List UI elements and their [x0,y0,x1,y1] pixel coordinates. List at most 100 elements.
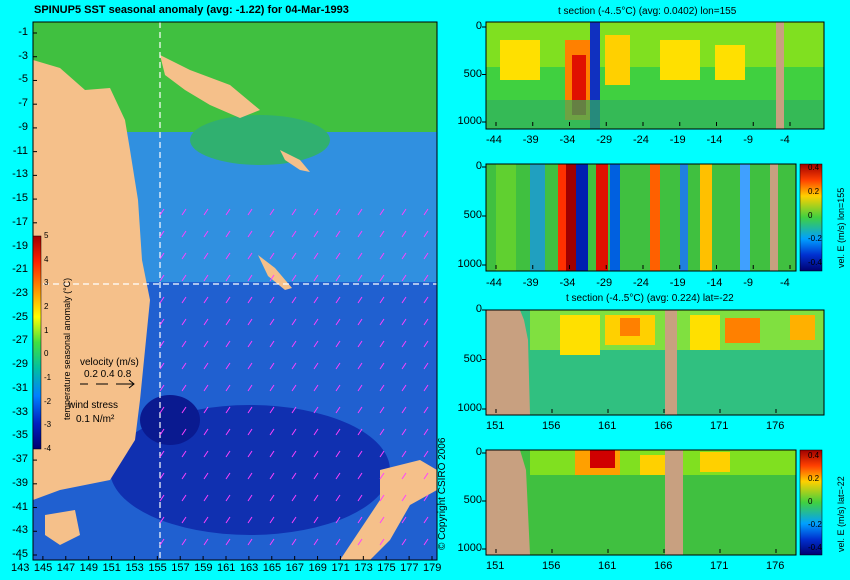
wind-arrow [335,384,341,392]
wind-arrow [159,208,165,216]
wind-arrow [291,384,297,392]
wind-arrow [423,340,429,348]
wind-arrow [423,472,429,480]
map-lon-label: 159 [194,562,213,574]
wind-arrow [247,494,253,502]
map-lat-label: -35 [12,429,28,442]
wind-arrow [181,362,187,370]
map-lat-label: -43 [12,524,28,537]
panel2-x-label: -14 [706,277,723,289]
wind-arrow [379,516,385,524]
wind-arrow [379,230,385,238]
panel2-colorbar-tick: 0 [808,210,813,220]
panel2-colorbar-tick: 0.4 [808,163,820,172]
wind-arrow [159,296,165,304]
wind-arrow [401,318,407,326]
wind-arrow [269,472,275,480]
wind-arrow [423,230,429,238]
wind-arrow [401,516,407,524]
map-lon-label: 179 [423,562,442,574]
wind-arrow [357,340,363,348]
panel4-colorbar-tick: 0.4 [808,451,820,460]
panel2-tick-marks [482,166,791,269]
map-green-patch [190,115,330,165]
wind-arrow [203,340,209,348]
wind-arrow [247,472,253,480]
wind-arrow [247,362,253,370]
wind-arrow [247,252,253,260]
wind-arrow [401,384,407,392]
wind-arrow [335,340,341,348]
panel2-velocity-section-lon155 [485,163,823,272]
wind-arrow [225,362,231,370]
panel3-x-label: 176 [766,420,785,432]
panel4-x-label: 176 [766,560,785,572]
panel2-x-label: -34 [559,277,576,289]
map-lon-label: 173 [354,562,373,574]
wind-arrow [247,516,253,524]
panel4-x-label: 161 [598,560,617,572]
panel2-x-label: -39 [522,277,539,289]
wind-arrow [379,406,385,414]
panel4-tick-marks [482,452,777,553]
wind-arrow [159,274,165,282]
wind-arrow [159,252,165,260]
wind-arrow [203,406,209,414]
wind-arrow [247,340,253,348]
wind-arrow [379,274,385,282]
wind-arrow [181,384,187,392]
wind-arrow [203,252,209,260]
map-lat-label: -23 [12,287,28,299]
wind-arrow [181,340,187,348]
wind-arrow [225,472,231,480]
wind-arrow [269,538,275,546]
wind-arrow [159,340,165,348]
wind-arrow [225,274,231,282]
wind-arrow [357,472,363,480]
map-lon-label: 163 [239,562,259,574]
wind-arrow [401,340,407,348]
panel3-x-label: 161 [598,420,617,432]
wind-arrow [423,450,429,458]
map-lon-label: 167 [285,562,305,574]
panel4-colorbar-label: vel. E (m/s) lat=-22 [836,476,846,552]
map-lat-label: -3 [18,49,28,62]
wind-arrow [269,362,275,370]
solomon-islands-land [280,150,310,172]
map-colorbar-tick: -1 [44,373,52,382]
wind-arrow [357,494,363,502]
map-colorbar-label: temperature seasonal anomaly (°C) [62,277,72,420]
panel4-colorbar-tick: 0.2 [808,474,820,483]
wind-arrow [203,516,209,524]
map-lat-label: -9 [18,120,28,133]
wind-arrow [423,406,429,414]
wind-arrow [335,274,341,282]
wind-arrow [159,538,165,546]
wind-arrow [379,208,385,216]
map-colorbar-tick: -2 [44,396,52,406]
wind-arrow [357,296,363,304]
panel4-colorbar-tick: -0.4 [808,543,822,552]
wind-arrow [335,428,341,436]
panel2-x-label: -19 [669,277,686,289]
map-colorbar-tick: 5 [44,231,49,240]
panel2-colorbar-tick: -0.2 [808,234,822,244]
panel2-y-label: 0 [475,160,482,172]
wind-arrow [357,208,363,216]
wind-arrow [335,318,341,326]
panel1-x-label: -4 [780,134,790,146]
wind-arrow [401,208,407,216]
wind-arrow [313,406,319,414]
wind-arrow [335,538,341,546]
map-lon-label: 169 [308,562,327,574]
wind-arrow [357,428,363,436]
wind-arrow [269,384,275,392]
panel1-x-label: -29 [596,134,613,146]
wind-arrow [159,494,165,502]
wind-arrow [379,362,385,370]
wind-arrow [423,252,429,260]
wind-arrow [181,472,187,480]
panel3-y-label: 1000 [457,402,482,414]
map-lon-label: 155 [148,562,167,574]
panel4-x-label: 151 [486,560,505,572]
